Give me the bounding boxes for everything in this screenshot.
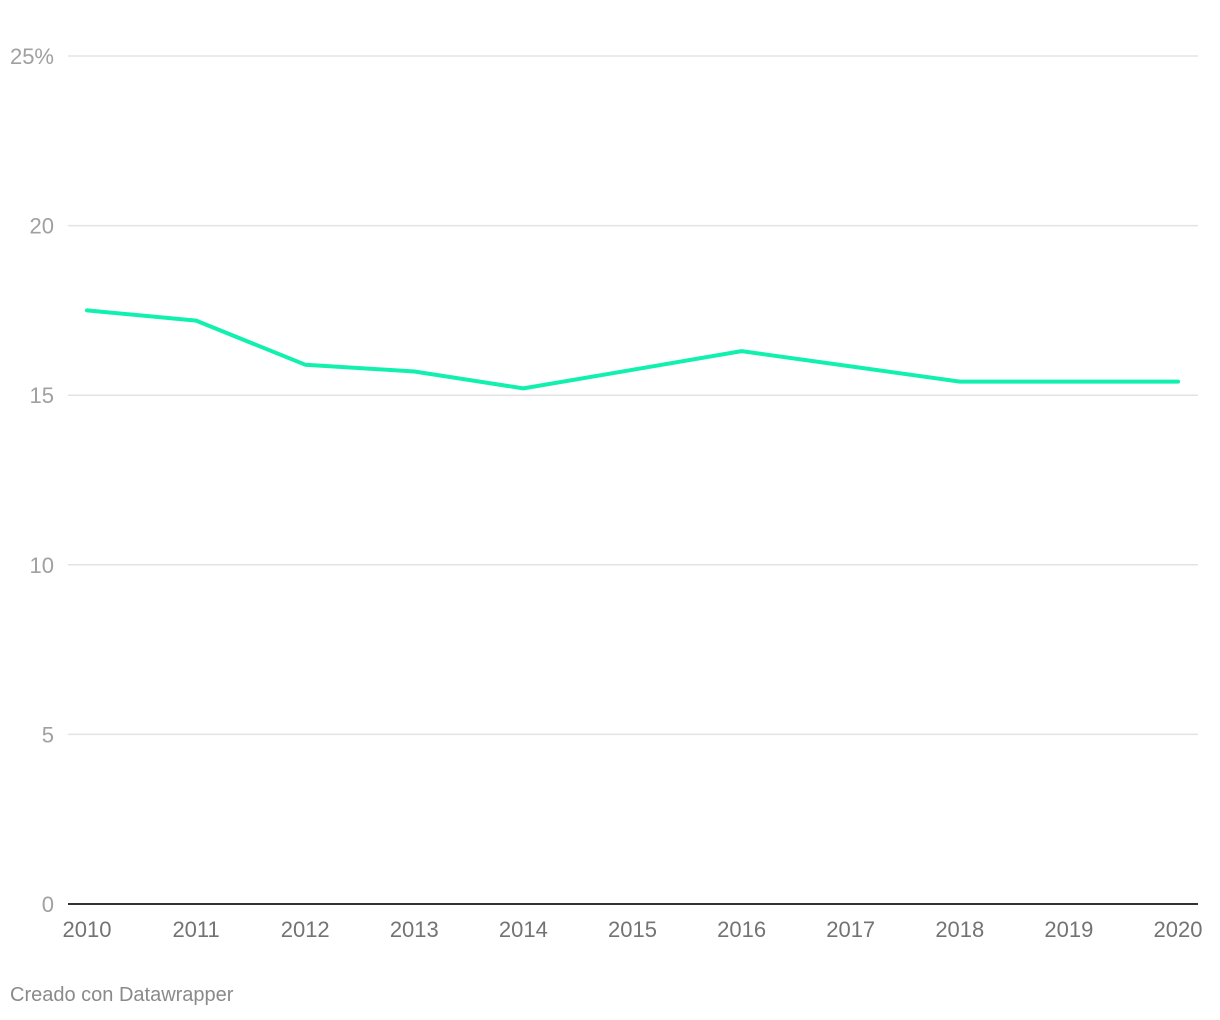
gridlines bbox=[68, 55, 1198, 905]
y-tick-label: 0 bbox=[42, 892, 54, 917]
x-tick-label: 2020 bbox=[1154, 917, 1203, 942]
credit-text: Creado con Datawrapper bbox=[10, 984, 234, 1006]
y-tick-label: 5 bbox=[42, 722, 54, 747]
y-tick-label: 20 bbox=[30, 214, 54, 239]
series-layer bbox=[85, 308, 1180, 391]
x-tick-label: 2018 bbox=[935, 917, 984, 942]
x-tick-label: 2016 bbox=[717, 917, 766, 942]
y-axis-ticks: 25% 20 15 10 5 0 bbox=[10, 44, 54, 917]
y-tick-label: 25% bbox=[10, 44, 54, 69]
series-line bbox=[85, 308, 1180, 391]
x-axis-ticks: 2010 2011 2012 2013 2014 2015 2016 2017 2018 2019… bbox=[63, 917, 1203, 942]
y-tick-label: 15 bbox=[30, 383, 54, 408]
x-tick-label: 2012 bbox=[281, 917, 330, 942]
x-tick-label: 2017 bbox=[826, 917, 875, 942]
x-tick-label: 2013 bbox=[390, 917, 439, 942]
y-tick-label: 10 bbox=[30, 553, 54, 578]
x-tick-label: 2015 bbox=[608, 917, 657, 942]
x-tick-label: 2014 bbox=[499, 917, 548, 942]
x-tick-label: 2011 bbox=[172, 917, 219, 942]
x-tick-label: 2019 bbox=[1044, 917, 1093, 942]
x-tick-label: 2010 bbox=[63, 917, 112, 942]
